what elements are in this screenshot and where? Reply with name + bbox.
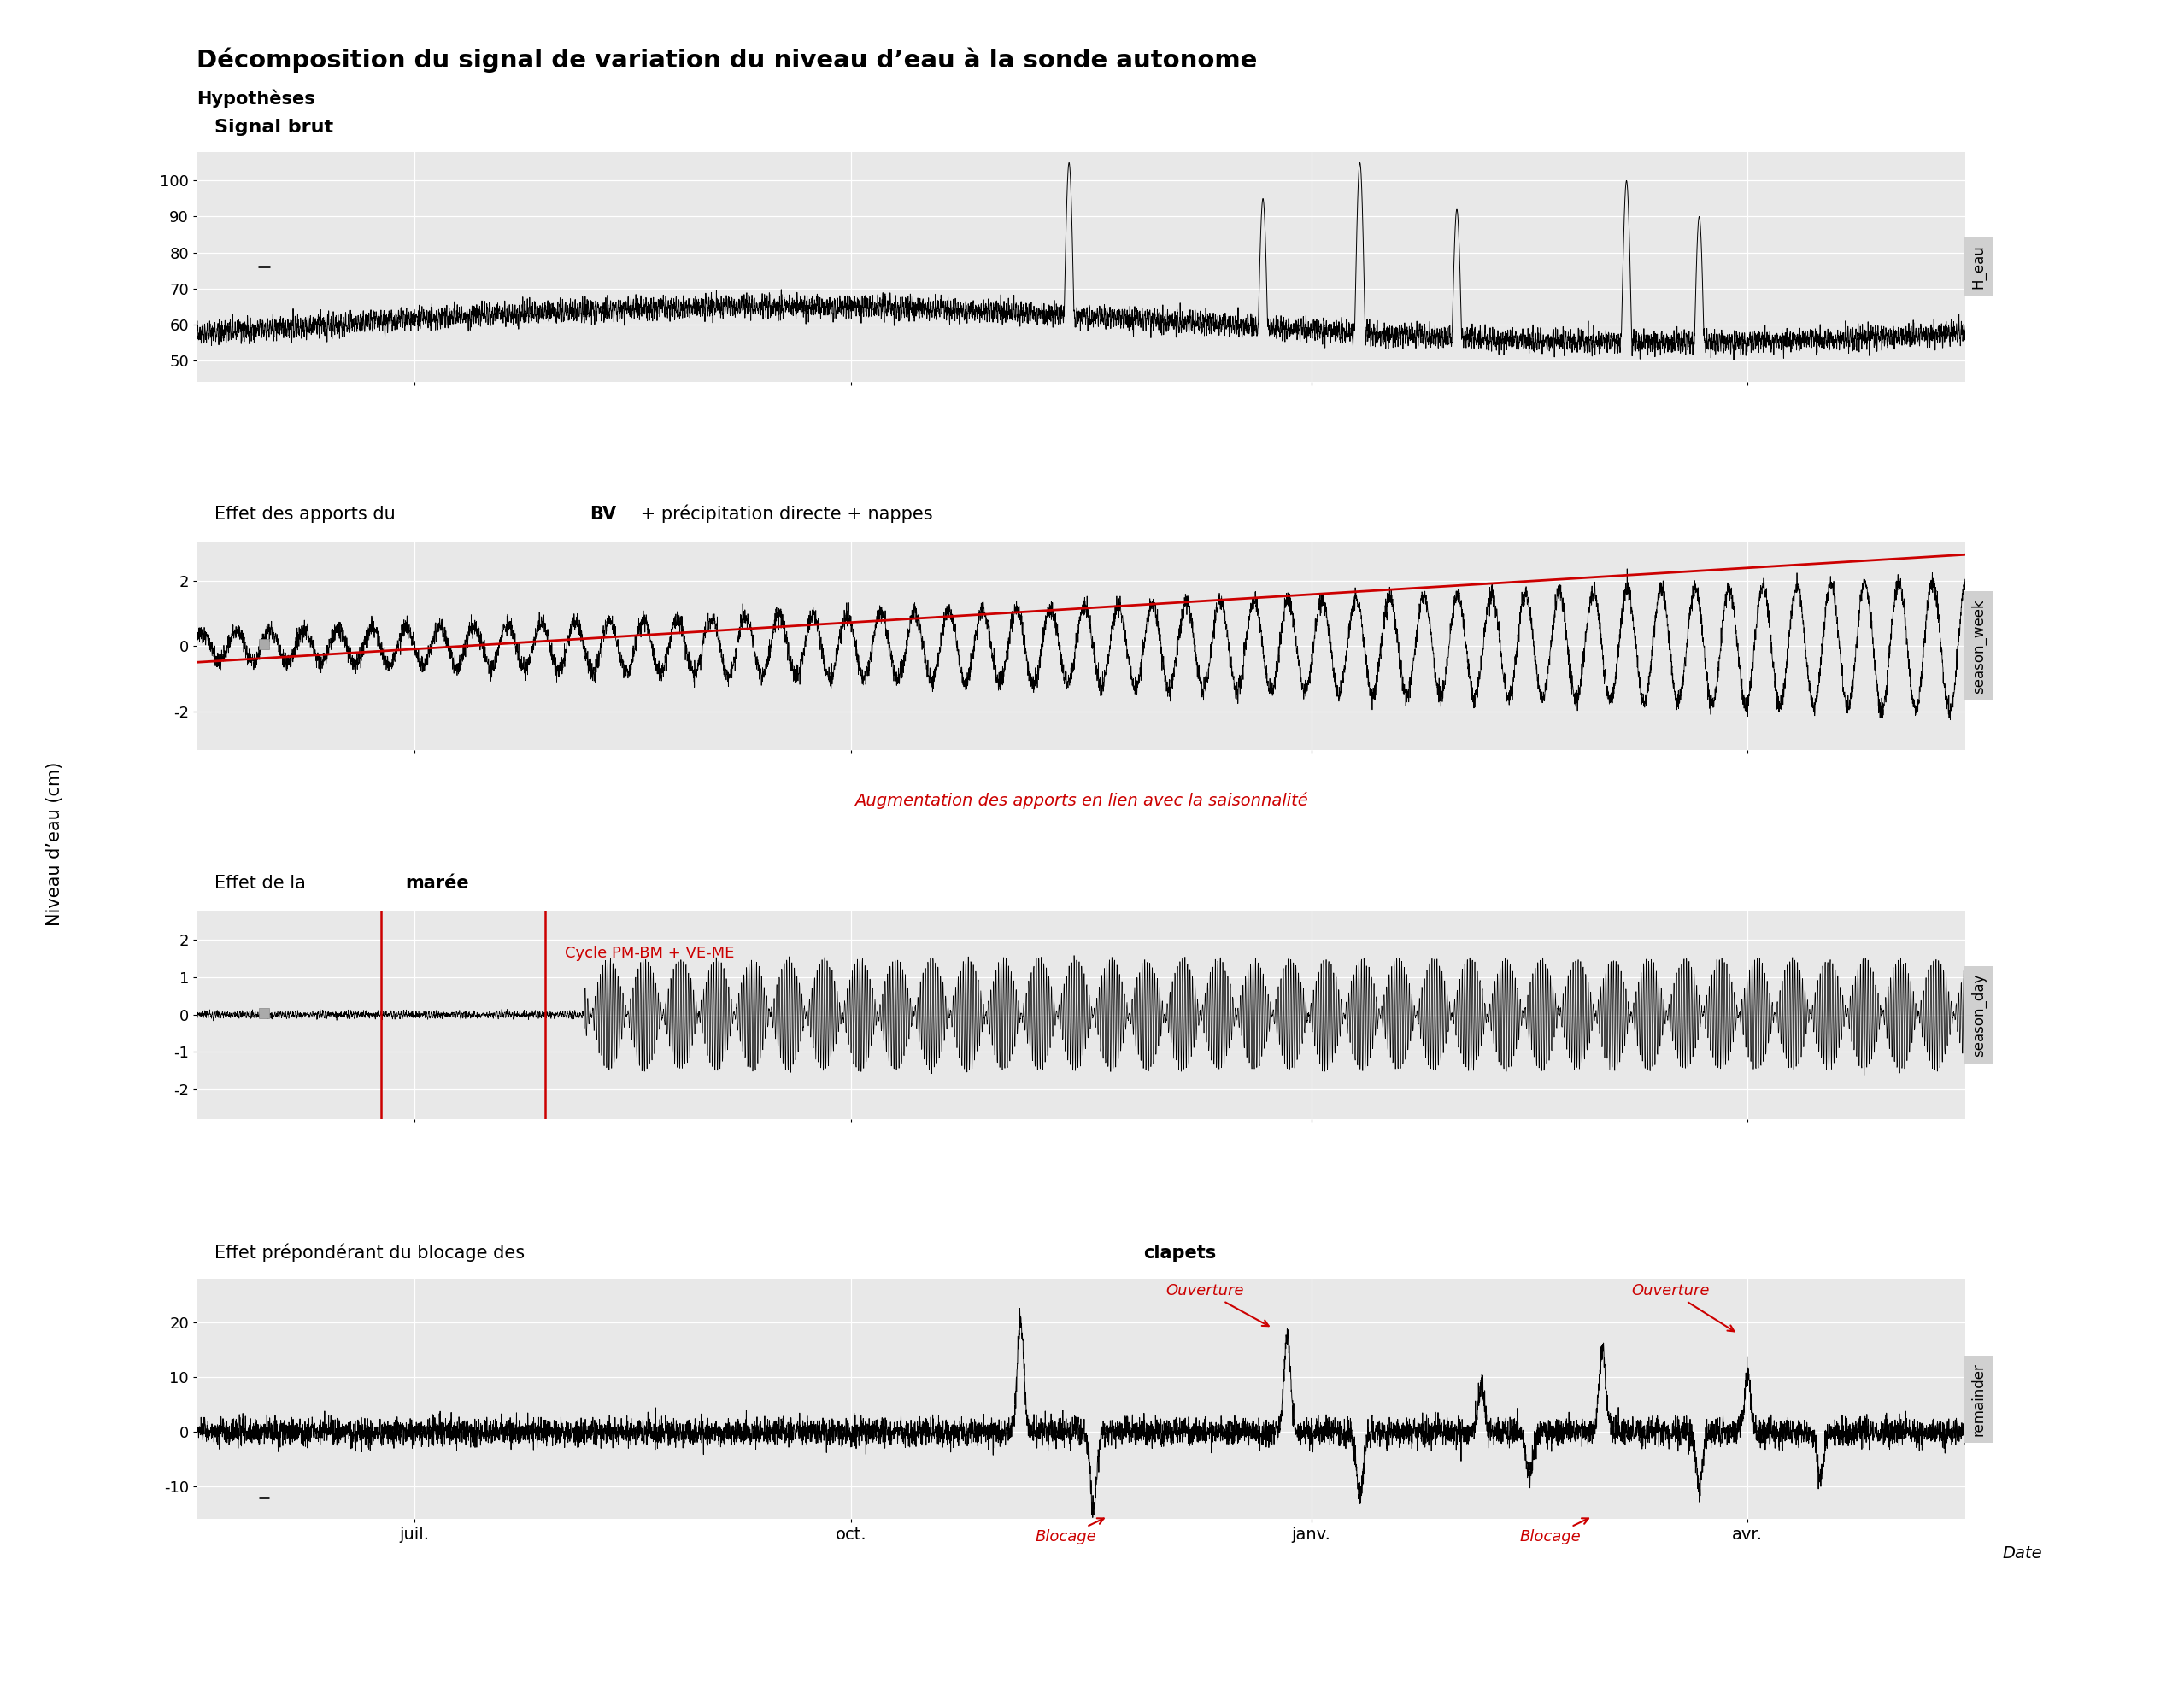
Text: marée: marée (406, 874, 470, 891)
Text: clapets: clapets (1142, 1246, 1216, 1263)
Text: remainder: remainder (1970, 1362, 1987, 1436)
Text: BV: BV (590, 506, 616, 523)
Text: season_week: season_week (1970, 599, 1987, 694)
Text: Augmentation des apports en lien avec la saisonnalité: Augmentation des apports en lien avec la… (854, 792, 1308, 809)
Text: Effet des apports du: Effet des apports du (214, 506, 402, 523)
Text: Ouverture: Ouverture (1631, 1283, 1734, 1332)
Text: season_day: season_day (1970, 972, 1987, 1057)
Text: Cycle PM-BM + VE-ME: Cycle PM-BM + VE-ME (566, 945, 734, 960)
Text: Signal brut: Signal brut (214, 118, 334, 135)
Text: Blocage: Blocage (1035, 1518, 1103, 1545)
Text: Ouverture: Ouverture (1166, 1283, 1269, 1327)
Text: Hypothèses: Hypothèses (197, 89, 314, 108)
Text: Niveau d’eau (cm): Niveau d’eau (cm) (46, 761, 63, 927)
Text: + précipitation directe + nappes: + précipitation directe + nappes (636, 505, 933, 523)
Text: Effet prépondérant du blocage des: Effet prépondérant du blocage des (214, 1244, 531, 1263)
Text: Effet de la: Effet de la (214, 874, 312, 891)
Text: Date: Date (2003, 1545, 2042, 1561)
Text: Décomposition du signal de variation du niveau d’eau à la sonde autonome: Décomposition du signal de variation du … (197, 47, 1258, 73)
Text: Blocage: Blocage (1520, 1518, 1588, 1545)
Text: H_eau: H_eau (1970, 245, 1987, 289)
